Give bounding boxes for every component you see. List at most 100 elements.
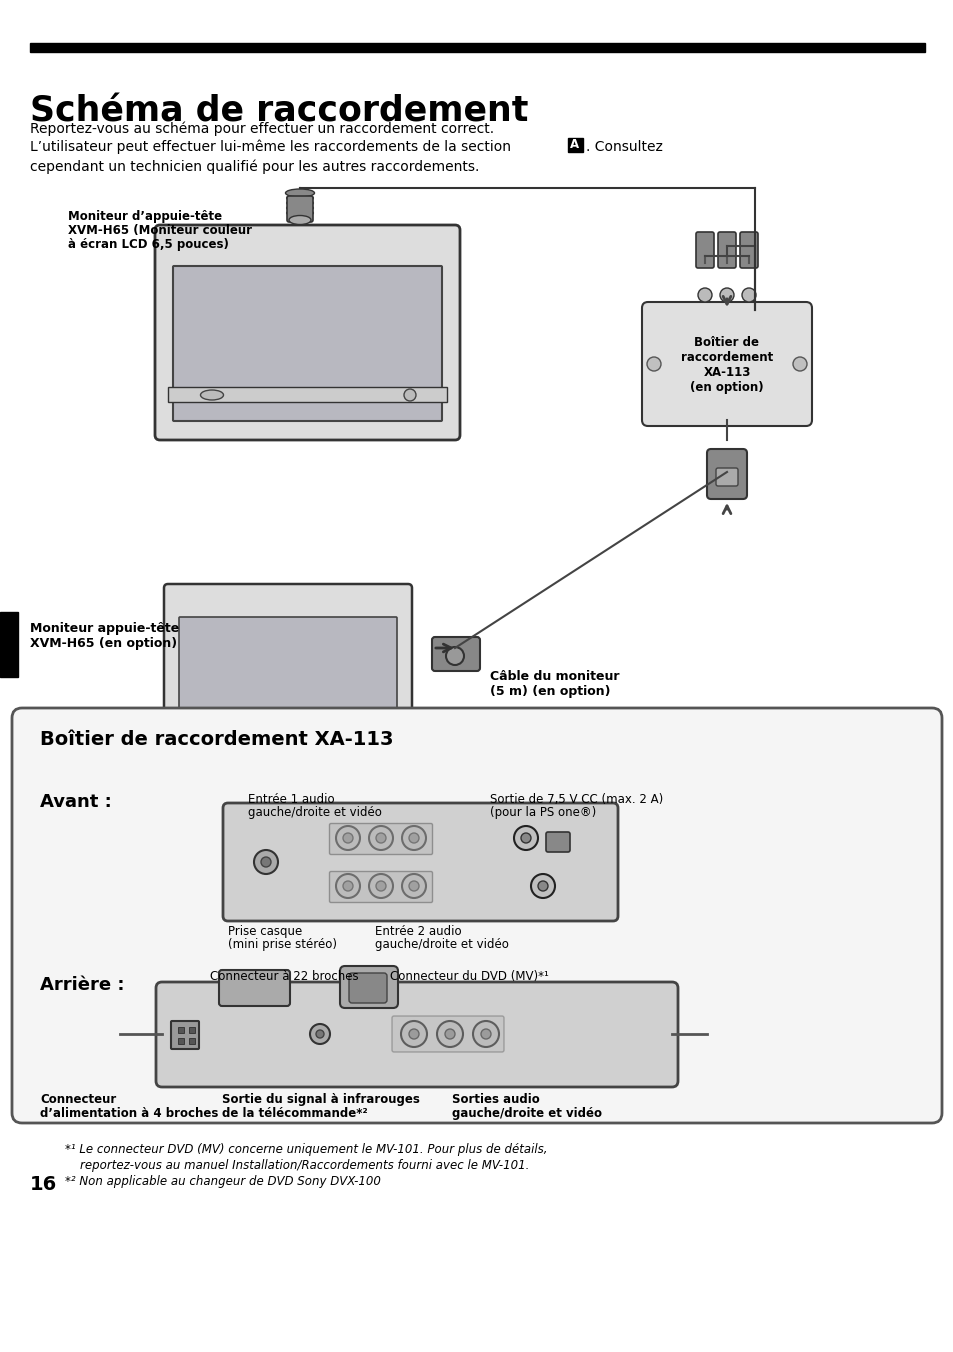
- Circle shape: [401, 873, 426, 898]
- Bar: [178, 1028, 184, 1033]
- Ellipse shape: [286, 195, 314, 201]
- Circle shape: [537, 882, 547, 891]
- Circle shape: [436, 1021, 462, 1046]
- FancyBboxPatch shape: [716, 468, 738, 485]
- Text: à écran LCD 6,5 pouces): à écran LCD 6,5 pouces): [68, 238, 229, 251]
- Circle shape: [261, 857, 271, 867]
- Text: Reportez-vous au schéma pour effectuer un raccordement correct.: Reportez-vous au schéma pour effectuer u…: [30, 122, 494, 137]
- Circle shape: [343, 833, 353, 844]
- FancyBboxPatch shape: [349, 973, 387, 1003]
- Text: Sortie de 7,5 V CC (max. 2 A): Sortie de 7,5 V CC (max. 2 A): [490, 794, 662, 806]
- Text: (pour la PS one®): (pour la PS one®): [490, 806, 596, 819]
- Circle shape: [375, 833, 386, 844]
- Circle shape: [343, 882, 353, 891]
- Text: (5 m) (en option): (5 m) (en option): [490, 685, 610, 698]
- Text: XVM-H65 (Moniteur couleur: XVM-H65 (Moniteur couleur: [68, 224, 252, 237]
- FancyBboxPatch shape: [329, 823, 432, 854]
- FancyBboxPatch shape: [179, 617, 396, 753]
- Circle shape: [403, 389, 416, 402]
- Text: d’alimentation à 4 broches: d’alimentation à 4 broches: [40, 1107, 218, 1119]
- Circle shape: [473, 1021, 498, 1046]
- FancyBboxPatch shape: [156, 982, 678, 1087]
- Text: Avant :: Avant :: [40, 794, 112, 811]
- Text: raccordement: raccordement: [680, 352, 772, 364]
- FancyBboxPatch shape: [392, 1015, 503, 1052]
- FancyBboxPatch shape: [219, 969, 290, 1006]
- Text: Sortie du signal à infrarouges: Sortie du signal à infrarouges: [222, 1092, 419, 1106]
- Text: Entrée 2 audio: Entrée 2 audio: [375, 925, 461, 938]
- FancyBboxPatch shape: [545, 831, 569, 852]
- Text: A: A: [570, 138, 579, 151]
- Circle shape: [253, 850, 277, 873]
- Text: Prise casque: Prise casque: [228, 925, 302, 938]
- FancyBboxPatch shape: [718, 233, 735, 268]
- Bar: [175, 721, 399, 733]
- Text: Connecteur à 22 broches: Connecteur à 22 broches: [210, 969, 358, 983]
- Text: (mini prise stéréo): (mini prise stéréo): [228, 938, 336, 950]
- Text: Arrière :: Arrière :: [40, 976, 125, 994]
- FancyBboxPatch shape: [696, 233, 713, 268]
- Text: de la télécommande*²: de la télécommande*²: [222, 1107, 367, 1119]
- Circle shape: [792, 357, 806, 370]
- Bar: [189, 1038, 194, 1044]
- Text: Moniteur d’appuie-tête: Moniteur d’appuie-tête: [68, 210, 222, 223]
- Circle shape: [514, 826, 537, 850]
- Circle shape: [531, 873, 555, 898]
- Text: Entrée 1 audio: Entrée 1 audio: [248, 794, 335, 806]
- Circle shape: [365, 723, 375, 733]
- Ellipse shape: [286, 200, 314, 207]
- Bar: [168, 387, 447, 402]
- Circle shape: [335, 826, 359, 850]
- Text: *² Non applicable au changeur de DVD Sony DVX-100: *² Non applicable au changeur de DVD Son…: [65, 1175, 380, 1188]
- FancyBboxPatch shape: [172, 266, 441, 420]
- FancyBboxPatch shape: [223, 803, 618, 921]
- FancyBboxPatch shape: [164, 584, 412, 771]
- Circle shape: [409, 833, 418, 844]
- Text: Schéma de raccordement: Schéma de raccordement: [30, 95, 528, 128]
- Bar: [30, 43, 924, 51]
- Ellipse shape: [200, 389, 223, 400]
- FancyBboxPatch shape: [706, 449, 746, 499]
- Bar: [567, 138, 582, 151]
- Bar: [189, 1028, 194, 1033]
- Text: (en option): (en option): [689, 381, 763, 393]
- Text: XA-113: XA-113: [702, 366, 750, 379]
- Circle shape: [400, 1021, 427, 1046]
- FancyBboxPatch shape: [287, 196, 313, 222]
- Text: Câble du moniteur: Câble du moniteur: [490, 671, 618, 683]
- Circle shape: [369, 826, 393, 850]
- Text: cependant un technicien qualifié pour les autres raccordements.: cependant un technicien qualifié pour le…: [30, 160, 478, 173]
- Circle shape: [375, 882, 386, 891]
- Bar: [178, 1038, 184, 1044]
- Circle shape: [520, 833, 531, 844]
- Circle shape: [698, 288, 711, 301]
- FancyBboxPatch shape: [339, 965, 397, 1009]
- Text: Moniteur appuie-tête: Moniteur appuie-tête: [30, 622, 179, 635]
- Circle shape: [444, 1029, 455, 1038]
- Circle shape: [315, 1030, 324, 1038]
- Circle shape: [310, 1023, 330, 1044]
- Ellipse shape: [286, 210, 314, 216]
- Circle shape: [409, 882, 418, 891]
- Text: Connecteur du DVD (MV)*¹: Connecteur du DVD (MV)*¹: [390, 969, 548, 983]
- Circle shape: [480, 1029, 491, 1038]
- Circle shape: [335, 873, 359, 898]
- Text: reportez-vous au manuel Installation/Raccordements fourni avec le MV-101.: reportez-vous au manuel Installation/Rac…: [65, 1159, 529, 1172]
- Ellipse shape: [289, 215, 311, 224]
- Ellipse shape: [200, 723, 222, 733]
- Text: gauche/droite et vidéo: gauche/droite et vidéo: [375, 938, 508, 950]
- Circle shape: [401, 826, 426, 850]
- FancyBboxPatch shape: [329, 872, 432, 903]
- FancyBboxPatch shape: [154, 224, 459, 439]
- Text: . Consultez: . Consultez: [585, 141, 662, 154]
- Ellipse shape: [285, 189, 314, 197]
- Text: XVM-H65 (en option): XVM-H65 (en option): [30, 637, 177, 650]
- Text: Boîtier de raccordement XA-113: Boîtier de raccordement XA-113: [40, 730, 393, 749]
- Circle shape: [369, 873, 393, 898]
- Text: Sorties audio: Sorties audio: [452, 1092, 539, 1106]
- FancyBboxPatch shape: [740, 233, 758, 268]
- FancyBboxPatch shape: [641, 301, 811, 426]
- Ellipse shape: [286, 204, 314, 211]
- Circle shape: [741, 288, 755, 301]
- Circle shape: [446, 648, 463, 665]
